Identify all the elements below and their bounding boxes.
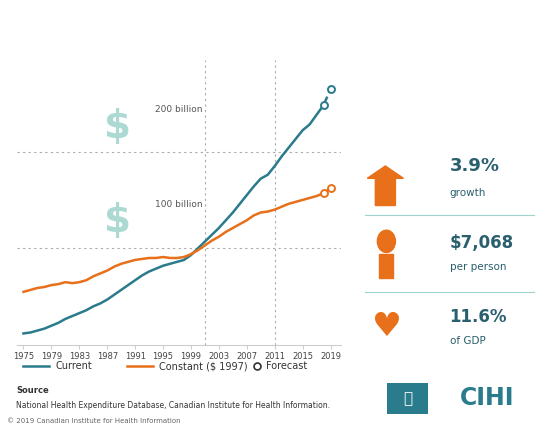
Text: per person: per person bbox=[450, 262, 506, 272]
Text: Forecast: Forecast bbox=[266, 361, 307, 371]
Text: Constant ($ 1997): Constant ($ 1997) bbox=[160, 361, 248, 371]
Text: billion: billion bbox=[431, 111, 468, 124]
Text: $7,068: $7,068 bbox=[450, 233, 514, 252]
Text: 100 billion: 100 billion bbox=[155, 201, 202, 210]
Text: growth: growth bbox=[450, 188, 486, 198]
Text: 3.9%: 3.9% bbox=[450, 157, 499, 175]
Text: 200 billion: 200 billion bbox=[155, 105, 202, 114]
Text: CIHI: CIHI bbox=[460, 386, 514, 410]
Text: $: $ bbox=[103, 108, 130, 146]
Text: Current: Current bbox=[56, 361, 92, 371]
FancyArrow shape bbox=[379, 254, 393, 279]
Text: of GDP: of GDP bbox=[450, 337, 485, 346]
Text: $: $ bbox=[103, 202, 130, 240]
Text: 11.6%: 11.6% bbox=[450, 308, 507, 326]
Text: How much will we spend on health in 2019?: How much will we spend on health in 2019… bbox=[54, 17, 496, 35]
FancyArrow shape bbox=[367, 166, 404, 205]
Text: ⧉: ⧉ bbox=[403, 391, 412, 406]
Text: $264.4: $264.4 bbox=[393, 64, 506, 92]
Circle shape bbox=[377, 230, 395, 253]
Text: © 2019 Canadian Institute for Health Information: © 2019 Canadian Institute for Health Inf… bbox=[7, 417, 180, 424]
FancyBboxPatch shape bbox=[387, 383, 427, 414]
Text: ♥: ♥ bbox=[371, 310, 401, 343]
Text: National Health Expenditure Database, Canadian Institute for Health Information.: National Health Expenditure Database, Ca… bbox=[16, 400, 331, 410]
Text: Source: Source bbox=[16, 386, 50, 395]
